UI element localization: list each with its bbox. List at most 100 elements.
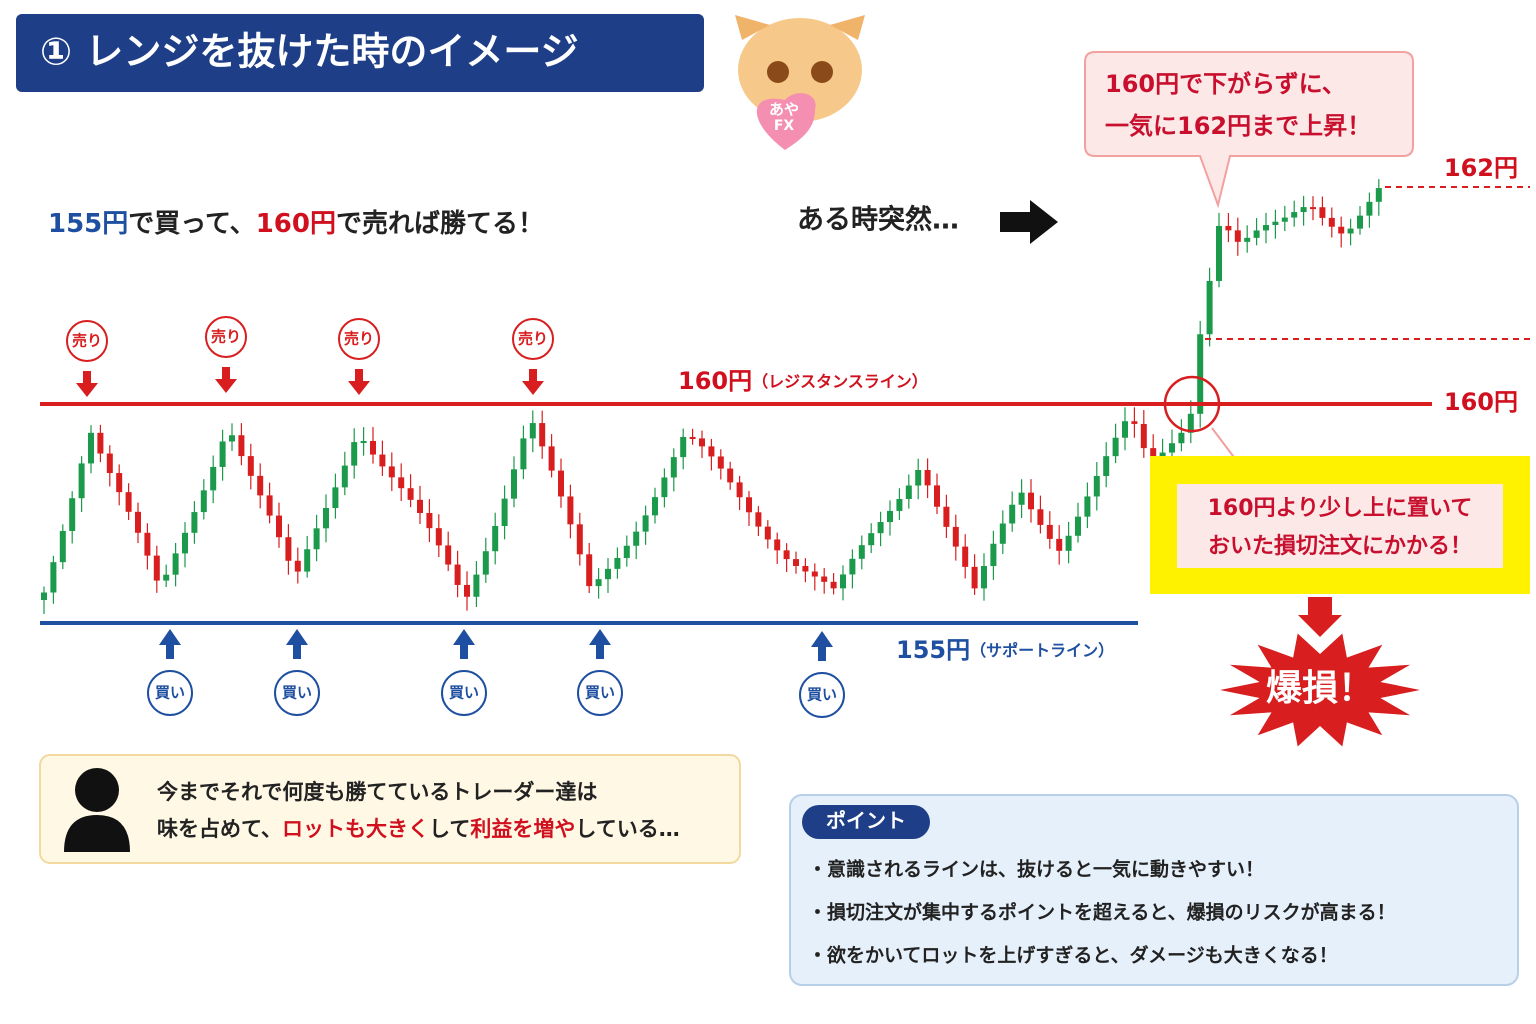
candle-body [1150, 448, 1157, 462]
candle-body [858, 545, 865, 559]
candle-body [830, 581, 837, 589]
candle-body [1291, 212, 1298, 218]
strategy-text: 155円で買って、160円で売れば勝てる！ [48, 209, 544, 239]
candle-body [999, 523, 1006, 544]
text: で買って、 [128, 209, 255, 239]
candle-body [492, 525, 499, 552]
candle-body [1244, 237, 1251, 242]
candle-body [238, 435, 245, 457]
candle-body [144, 532, 151, 556]
point-item: ・損切注文が集中するポイントを超えると、爆損のリスクが高まる！ [808, 901, 1396, 924]
price-buy: 155円 [48, 209, 128, 239]
candle-body [191, 512, 198, 533]
candle-body [1056, 538, 1063, 551]
candle-body [877, 522, 884, 534]
candle-body [811, 571, 818, 577]
trader-text: 今までそれで何度も勝てているトレーダー達は [157, 780, 597, 804]
sell-label: 売り [518, 330, 548, 348]
candle-body [1300, 207, 1307, 213]
logo-text: FX [774, 118, 795, 134]
candle-body [642, 515, 649, 532]
stop-inner [1177, 484, 1503, 568]
candle-body [905, 485, 912, 500]
header-title: ① レンジを抜けた時のイメージ [40, 30, 579, 74]
candle-body [1216, 225, 1222, 281]
header-bar [16, 14, 704, 92]
candle-body [586, 554, 593, 587]
buy-label: 買い [155, 684, 185, 702]
arrow [589, 629, 611, 659]
candle-body [689, 436, 696, 439]
candle-body [1075, 516, 1081, 536]
candle-body [417, 499, 423, 513]
breakout-circle [1163, 375, 1221, 433]
candle-body [388, 466, 395, 478]
candle-body [182, 532, 188, 554]
candle-body [802, 565, 809, 572]
stop-text: おいた損切注文にかかる！ [1208, 533, 1472, 559]
candle-body [116, 473, 123, 493]
pointer [1211, 427, 1237, 461]
candle-body [1009, 504, 1016, 524]
buy-badge [441, 670, 487, 716]
resistance-label: 160円（レジスタンスライン） [678, 367, 928, 395]
arrow [286, 629, 308, 659]
candle-body [172, 553, 179, 575]
candle-body [539, 423, 546, 447]
callout-text: 一気に162円まで上昇！ [1105, 112, 1371, 140]
text: で売れば勝てる！ [336, 209, 544, 239]
candle-body [952, 526, 959, 547]
candle-body [88, 432, 94, 464]
candle-body [360, 441, 367, 444]
candle-body [370, 441, 376, 455]
candle-body [652, 497, 658, 516]
blowup-text: 爆損！ [1266, 668, 1374, 709]
candle-body [840, 574, 846, 589]
candle-body [680, 436, 687, 458]
candle-body [511, 469, 517, 499]
highlight: 利益を増や [470, 817, 575, 841]
candle-body [69, 498, 76, 531]
candle-body [548, 446, 555, 471]
candle-body [1281, 217, 1288, 222]
buy-badge [577, 670, 623, 716]
candle-body [294, 560, 301, 572]
candle-body [783, 550, 790, 560]
candle-body [125, 492, 132, 512]
candle-body [1169, 443, 1175, 453]
candle-body [1037, 509, 1044, 525]
candle-body [276, 515, 282, 538]
sell-badge [338, 318, 380, 360]
callout-text: 160円で下がらずに、 [1105, 70, 1346, 98]
level-label: 160円 [1444, 388, 1518, 416]
arrow [1298, 597, 1342, 637]
candle-body [285, 537, 292, 561]
candle-body [304, 549, 311, 572]
support-label: 155円（サポートライン） [896, 636, 1114, 664]
candle-body [1272, 221, 1279, 226]
buy-signals: 買い 買い 買い 買い 買い [147, 629, 845, 718]
buy-badge [274, 670, 320, 716]
candle-body [266, 495, 273, 516]
arrow [522, 369, 544, 395]
candle-body [219, 441, 226, 467]
candle-body [379, 454, 386, 467]
sell-badge [205, 316, 247, 358]
candle-body [323, 507, 329, 529]
candles [41, 179, 1382, 614]
candle-body [1197, 334, 1204, 414]
points-tag [802, 805, 930, 839]
candle-body [971, 566, 978, 589]
text: している… [575, 817, 679, 841]
candle-body [1131, 421, 1138, 424]
candle-body [821, 576, 828, 582]
candle-body [849, 558, 856, 575]
candle-body [1347, 228, 1354, 234]
candle-body [567, 496, 574, 525]
arrow [1000, 200, 1058, 244]
candle-body [1084, 496, 1091, 517]
candle-body [1375, 188, 1382, 202]
arrow [348, 369, 370, 395]
price: 155円 [896, 636, 970, 664]
candle-body [595, 579, 602, 587]
